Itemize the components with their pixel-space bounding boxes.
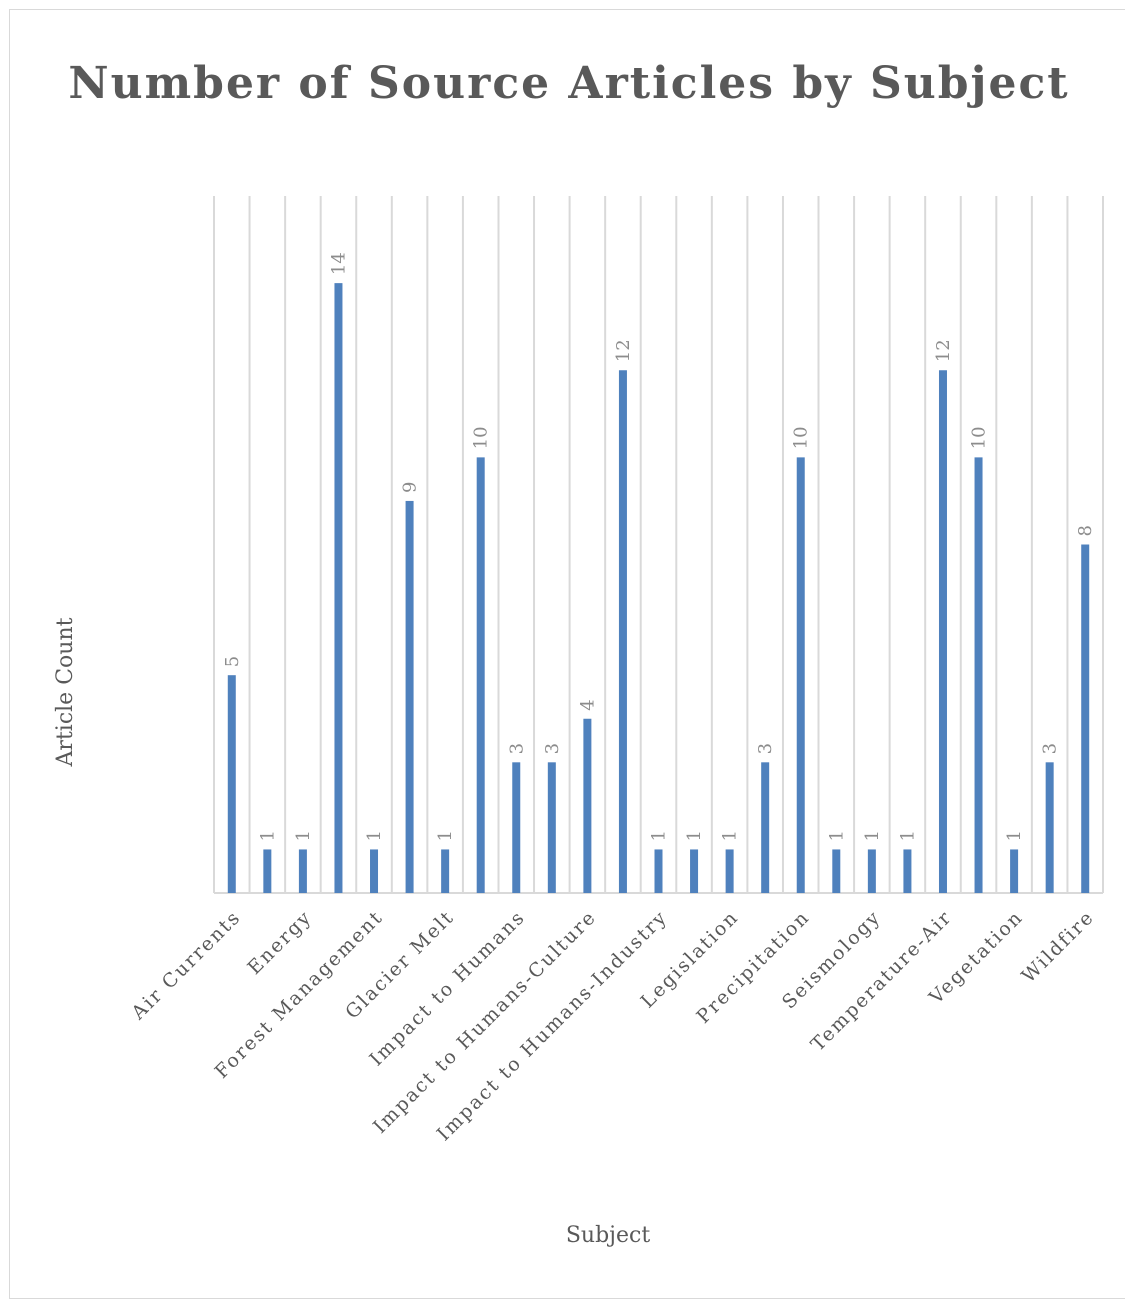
chart-title: Number of Source Articles by Subject [68, 58, 1069, 109]
x-tick-label: Air Currents [127, 906, 246, 1025]
data-label: 10 [969, 426, 990, 449]
bar [405, 500, 414, 893]
bar [903, 849, 912, 893]
x-axis-title: Subject [566, 1223, 650, 1248]
bar [725, 849, 734, 893]
bar [583, 718, 592, 893]
bar [441, 849, 450, 893]
data-label: 1 [684, 830, 705, 841]
data-label: 3 [542, 743, 563, 754]
gridlines [213, 196, 1104, 894]
bar [867, 849, 876, 893]
bar [974, 457, 983, 893]
bar [1081, 544, 1090, 893]
data-label: 9 [400, 481, 421, 492]
data-label: 10 [471, 426, 492, 449]
x-tick-label: Temperature-Air [807, 906, 957, 1056]
y-axis-title: Article Count [53, 617, 78, 767]
data-label: 3 [755, 743, 776, 754]
x-tick-label: Energy [243, 906, 316, 979]
data-label: 1 [897, 830, 918, 841]
bar [761, 762, 770, 893]
bar [547, 762, 556, 893]
data-label: 1 [1004, 830, 1025, 841]
data-label: 12 [613, 339, 634, 362]
data-label: 1 [720, 830, 741, 841]
bar [796, 457, 805, 893]
data-label: 10 [791, 426, 812, 449]
data-label: 1 [862, 830, 883, 841]
data-label: 3 [506, 743, 527, 754]
bar [832, 849, 841, 893]
bar [263, 849, 272, 893]
bar [227, 675, 236, 893]
data-label: 4 [577, 699, 598, 710]
data-label: 1 [435, 830, 456, 841]
data-label: 1 [257, 830, 278, 841]
bar [690, 849, 699, 893]
bar [654, 849, 663, 893]
bar [476, 457, 485, 893]
data-label: 14 [328, 252, 349, 275]
bar [938, 370, 947, 893]
bar [618, 370, 627, 893]
x-tick-label: Wildfire [1017, 906, 1098, 987]
data-label: 1 [293, 830, 314, 841]
data-labels: 5 1 1 14 1 9 1 10 3 3 4 12 1 1 1 3 10 1 1 1 12 10 1 3 8 [222, 252, 1096, 841]
data-label: 12 [933, 339, 954, 362]
bar [298, 849, 307, 893]
bar [512, 762, 521, 893]
bars [227, 283, 1090, 893]
data-label: 1 [364, 830, 385, 841]
data-label: 1 [649, 830, 670, 841]
data-label: 8 [1075, 525, 1096, 536]
data-label: 3 [1040, 743, 1061, 754]
bar [1010, 849, 1019, 893]
bar [334, 283, 343, 893]
bar [370, 849, 379, 893]
bar [1045, 762, 1054, 893]
data-label: 5 [222, 656, 243, 667]
data-label: 1 [826, 830, 847, 841]
